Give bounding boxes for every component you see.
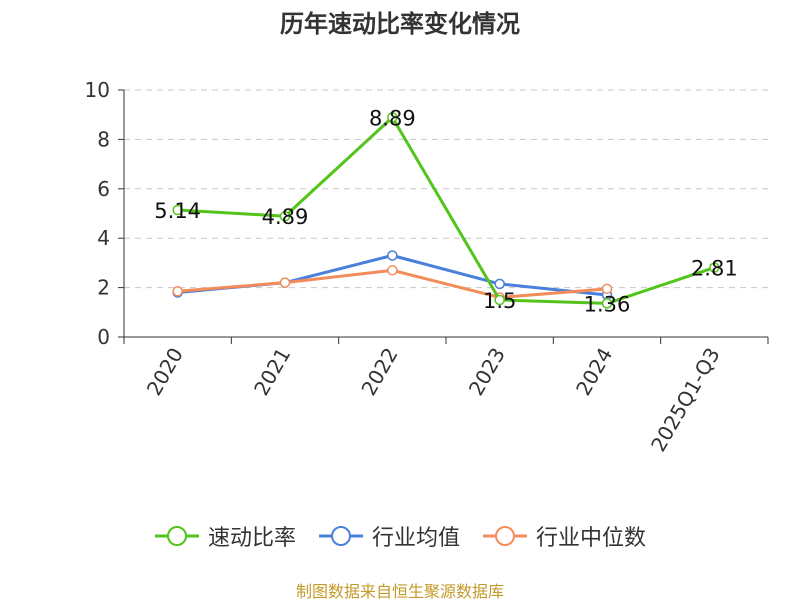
legend-item-1[interactable]: 行业均值 <box>318 520 460 552</box>
series-0-point-4 <box>601 298 613 309</box>
series-2-point-1 <box>279 277 291 288</box>
y-tick-label-0: 0 <box>97 325 110 349</box>
chart-title: 历年速动比率变化情况 <box>280 10 520 38</box>
series-1-point-3 <box>494 278 505 290</box>
x-tick-label-0: 2020 <box>142 344 188 400</box>
y-tick-label-5: 10 <box>85 78 110 102</box>
legend-swatch-2 <box>483 526 527 546</box>
series-line-0 <box>177 115 715 305</box>
legend-label-2: 行业中位数 <box>536 526 647 551</box>
series-0-point-2 <box>387 112 398 123</box>
series-2-point-4 <box>601 283 613 295</box>
y-tick-label-1: 2 <box>97 276 110 300</box>
series-0-point-1 <box>279 210 291 222</box>
x-tick-label-5: 2025Q1-Q3 <box>646 344 725 456</box>
series-2-point-0 <box>172 286 183 297</box>
data-label-2: 8.89 <box>369 106 416 130</box>
data-label-5: 2.81 <box>691 257 738 281</box>
legend-item-2[interactable]: 行业中位数 <box>482 520 646 552</box>
y-tick-label-2: 4 <box>97 226 110 250</box>
series-0-point-5 <box>709 262 720 273</box>
source-footer: 制图数据来自恒生聚源数据库 <box>295 582 504 601</box>
y-tick-label-4: 8 <box>97 127 110 151</box>
x-tick-label-3: 2023 <box>464 343 510 399</box>
series-0-point-0 <box>172 204 183 216</box>
data-label-0: 5.14 <box>154 199 201 223</box>
data-label-3: 1.5 <box>483 289 516 313</box>
data-label-1: 4.89 <box>262 205 309 229</box>
x-tick-label-4: 2024 <box>571 344 617 400</box>
legend-label-0: 速动比率 <box>207 526 296 551</box>
grid-lines <box>124 89 768 289</box>
y-tick-label-3: 6 <box>97 177 110 201</box>
axes: 0 2 4 6 8 10 2020 2021 2022 2023 2024 2025Q1-Q3 <box>85 78 769 456</box>
data-label-4: 1.36 <box>584 292 631 316</box>
series-2-point-2 <box>387 265 398 276</box>
legend-label-1: 行业均值 <box>371 526 460 551</box>
series-lines <box>172 112 720 309</box>
legend: 速动比率 行业均值 行业中位数 <box>0 520 800 552</box>
series-1-point-2 <box>387 250 398 261</box>
legend-item-0[interactable]: 速动比率 <box>154 520 296 552</box>
series-0-point-3 <box>494 294 505 306</box>
data-labels: 5.14 4.89 8.89 1.5 1.36 2.81 <box>154 106 737 316</box>
x-tick-label-2: 2022 <box>356 344 402 400</box>
legend-swatch-0 <box>154 526 199 546</box>
legend-swatch-1 <box>318 526 363 546</box>
x-tick-label-1: 2021 <box>249 344 295 400</box>
